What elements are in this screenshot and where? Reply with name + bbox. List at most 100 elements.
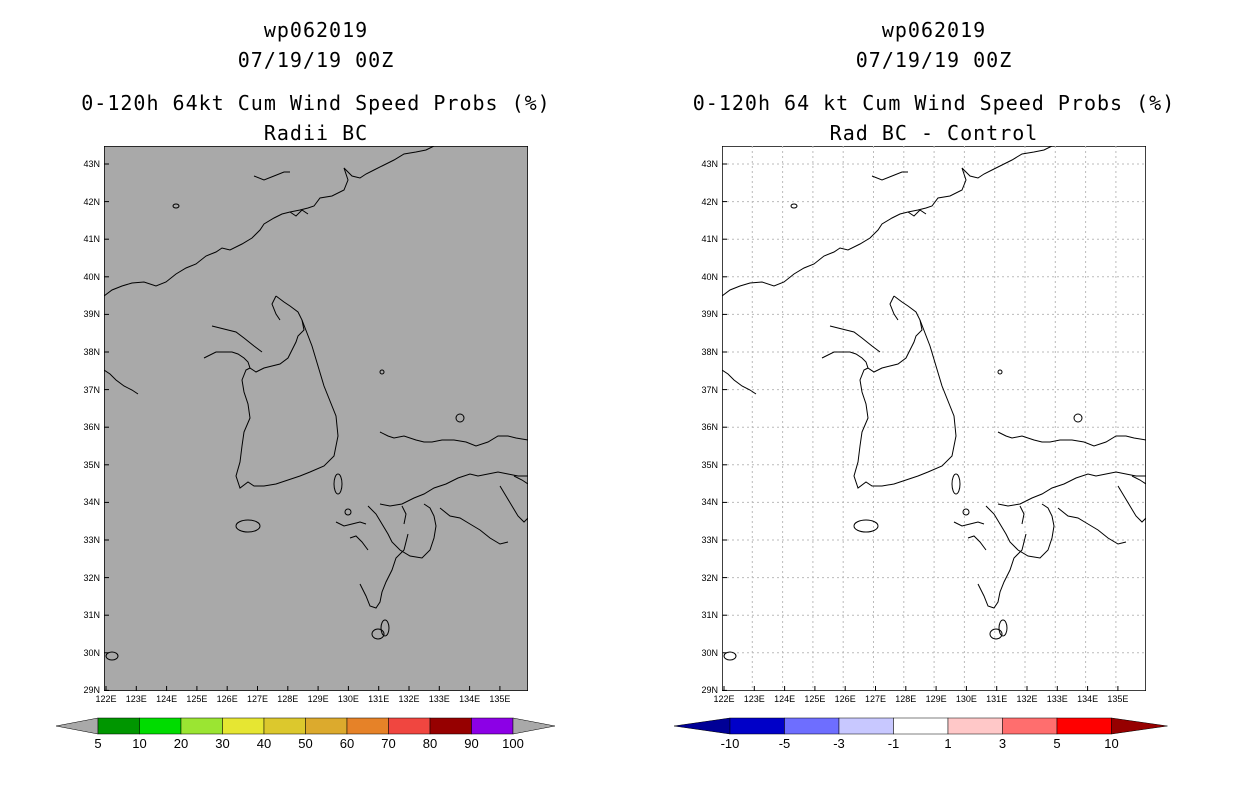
lat-label: 39N bbox=[83, 309, 100, 320]
island-outline bbox=[790, 203, 798, 209]
coastline bbox=[853, 319, 957, 489]
colorbar-segment bbox=[305, 717, 348, 735]
right-title-storm: wp062019 bbox=[881, 18, 987, 42]
left-map bbox=[104, 146, 528, 691]
lat-label: 35N bbox=[83, 459, 100, 470]
colorbar-label: 20 bbox=[173, 736, 189, 751]
lat-label: 32N bbox=[83, 572, 100, 583]
lat-label: 43N bbox=[701, 159, 718, 169]
colorbar-label: -1 bbox=[887, 736, 900, 751]
lat-label: 30N bbox=[701, 647, 718, 658]
coastline bbox=[104, 146, 435, 297]
lat-label: 42N bbox=[701, 196, 718, 207]
coastline bbox=[907, 209, 927, 217]
left-title-date: 07/19/19 00Z bbox=[237, 48, 395, 72]
lat-label: 31N bbox=[701, 610, 718, 621]
coastline bbox=[203, 295, 305, 373]
colorbar-label: -3 bbox=[833, 736, 845, 751]
lon-label: 125E bbox=[804, 694, 826, 704]
island-outline bbox=[962, 508, 970, 516]
island-outline bbox=[723, 651, 737, 661]
lat-label: 35N bbox=[701, 459, 718, 470]
colorbar-label: 80 bbox=[422, 736, 438, 751]
coastline bbox=[335, 521, 367, 527]
colorbar-label: 90 bbox=[464, 736, 479, 751]
coastline bbox=[289, 209, 309, 217]
colorbar-segment bbox=[729, 717, 785, 735]
lat-label: 30N bbox=[83, 647, 100, 658]
coastline bbox=[967, 535, 987, 551]
coastline bbox=[722, 369, 757, 395]
colorbar-segment bbox=[388, 717, 431, 735]
lat-label: 38N bbox=[83, 347, 100, 357]
island-outline bbox=[380, 619, 390, 637]
island-outline bbox=[371, 628, 385, 640]
lat-label: 36N bbox=[701, 422, 718, 433]
colorbar-low-arrow bbox=[674, 717, 731, 735]
colorbar-segment bbox=[180, 717, 223, 735]
lat-label: 29N bbox=[701, 685, 718, 696]
island-outline bbox=[455, 413, 465, 423]
coastline bbox=[359, 533, 409, 609]
coastline bbox=[977, 533, 1027, 609]
coastline bbox=[271, 295, 281, 321]
coastline bbox=[349, 535, 369, 551]
lat-label: 40N bbox=[83, 271, 100, 282]
lon-label: 125E bbox=[186, 694, 208, 704]
coastline bbox=[997, 431, 1146, 447]
left-colorbar-bar bbox=[56, 717, 556, 735]
lon-label: 132E bbox=[398, 694, 420, 704]
lat-label: 42N bbox=[83, 196, 100, 207]
island-outline bbox=[951, 473, 961, 495]
coastline bbox=[871, 171, 908, 181]
colorbar-low-arrow bbox=[56, 717, 99, 735]
island-outline bbox=[989, 628, 1003, 640]
coastline bbox=[513, 475, 528, 485]
lat-label: 37N bbox=[83, 384, 100, 395]
lon-label: 127E bbox=[864, 694, 887, 704]
lon-label: 129E bbox=[925, 694, 947, 704]
lat-label: 37N bbox=[701, 384, 718, 395]
coastline bbox=[235, 319, 339, 489]
lon-label: 129E bbox=[307, 694, 329, 704]
lon-label: 131E bbox=[368, 694, 390, 704]
lat-label: 34N bbox=[83, 497, 100, 508]
colorbar-label: 50 bbox=[298, 736, 313, 751]
coastline bbox=[401, 505, 407, 525]
colorbar-segment bbox=[471, 717, 514, 735]
colorbar-label: -5 bbox=[778, 736, 791, 751]
lon-label: 124E bbox=[774, 694, 796, 704]
lon-label: 124E bbox=[156, 694, 178, 704]
coastline bbox=[211, 325, 263, 353]
island-outline bbox=[172, 203, 180, 209]
island-outline bbox=[333, 473, 343, 495]
coastline bbox=[829, 325, 881, 353]
left-title-product: 0-120h 64kt Cum Wind Speed Probs (%) bbox=[81, 91, 551, 115]
colorbar-label: 5 bbox=[94, 736, 102, 751]
coastline bbox=[379, 431, 528, 447]
lat-label: 41N bbox=[701, 234, 718, 245]
colorbar-segment bbox=[1056, 717, 1112, 735]
lat-label: 32N bbox=[701, 572, 718, 583]
island-outline bbox=[235, 519, 261, 533]
lat-label: 39N bbox=[701, 309, 718, 320]
coastline bbox=[1131, 475, 1146, 485]
colorbar-label: 40 bbox=[256, 736, 272, 751]
coastline bbox=[889, 295, 899, 321]
lon-label: 132E bbox=[1016, 694, 1038, 704]
right-title-subtitle: Rad BC - Control bbox=[829, 121, 1039, 145]
colorbar-label: 100 bbox=[502, 736, 524, 751]
left-colorbar: 5 10 20 30 40 50 60 70 80 90 100 bbox=[56, 716, 556, 756]
coastline bbox=[367, 503, 437, 559]
lon-label: 135E bbox=[489, 694, 511, 704]
colorbar-segment bbox=[222, 717, 265, 735]
lat-label: 31N bbox=[83, 610, 100, 621]
lon-label: 123E bbox=[743, 694, 765, 704]
right-colorbar: -10 -5 -3 -1 1 3 5 10 bbox=[674, 716, 1174, 756]
colorbar-segment bbox=[139, 717, 182, 735]
colorbar-segment bbox=[1002, 717, 1058, 735]
colorbar-segment bbox=[947, 717, 1003, 735]
colorbar-segment bbox=[838, 717, 894, 735]
coastline bbox=[722, 146, 1053, 297]
left-map-panel bbox=[104, 146, 528, 691]
